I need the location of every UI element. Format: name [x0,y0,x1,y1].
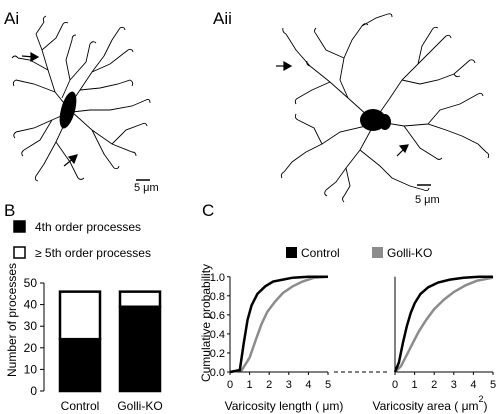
legend-label-golli: Golli-KO [387,246,432,260]
microglia-drawing-aii [280,13,490,203]
legend-swatch-5th [13,246,26,259]
bar-segment [58,290,102,341]
arrow-icon [21,51,40,63]
y-tick-label: 0.8 [210,291,225,303]
x-category-label: Control [61,399,100,413]
x-tick-label: 3 [286,379,292,391]
x-tick-label: 4 [470,379,476,391]
x-tick-label: 1 [412,379,418,391]
y-tick-label: 0.6 [210,310,225,322]
x-category-label: Golli-KO [117,399,162,413]
arrow-icon [63,154,78,167]
cell-body-aii [360,109,386,131]
y-axis-label-b: Number of processes [5,263,19,377]
y-tick-label: 0 [30,384,37,398]
y-tick-label: 50 [24,276,38,290]
legend-swatch-control [286,247,297,258]
x-tick-label: 1 [247,379,253,391]
panel-label-c: C [202,201,214,220]
scale-label-aii: 5 μm [415,194,440,206]
cdf-chart-area: 0 1 2 3 4 5 [334,275,496,391]
x-tick-label: 5 [325,379,331,391]
bar-chart: 0 10 20 30 40 50 Control Golli-KO [24,276,163,413]
cdf-chart-length: 0.0 0.2 0.4 0.6 0.8 1.0 0 1 2 3 4 5 [210,272,331,391]
y-tick-label: 1.0 [210,272,225,284]
x-tick-label: 3 [451,379,457,391]
y-tick-label: 0.2 [210,348,225,360]
series-line [393,275,493,373]
x-tick-label: 2 [431,379,437,391]
x-tick-label: 0 [392,379,398,391]
cell-body-aii-lobe [379,114,391,130]
series-line [394,276,494,373]
cell-body-ai [59,91,77,129]
y-axis-label-c: Cumulative probability [199,264,213,382]
legend-label-4th: 4th order processes [35,220,141,234]
legend-swatch-golli [372,247,383,258]
x-axis-label-area-suffix: ) [484,399,488,413]
y-tick-label: 0.0 [210,367,225,379]
legend-label-5th: ≥ 5th order processes [35,246,151,260]
x-tick-label: 5 [490,379,496,391]
arrow-icon [276,60,293,72]
bar-segment [58,337,102,393]
y-tick-label: 0.4 [210,329,225,341]
legend-swatch-4th [13,220,26,233]
y-tick-label: 20 [24,341,38,355]
x-tick-label: 4 [305,379,311,391]
panel-label-b: B [4,201,15,220]
scale-label-ai: 5 μm [134,182,159,194]
y-tick-label: 10 [24,362,38,376]
series-line [229,275,329,374]
x-axis-label-area-text: Varicosity area ( μm [372,399,478,413]
panel-label-ai: Ai [4,9,19,28]
bar-segment [118,290,162,309]
x-axis-label-area-superscript: 2 [479,394,484,404]
x-tick-label: 0 [227,379,233,391]
y-tick-label: 40 [24,298,38,312]
panel-label-aii: Aii [213,9,232,28]
y-tick-label: 30 [24,319,38,333]
legend-label-control: Control [301,246,340,260]
bar-segment [118,305,162,393]
x-axis-label-length: Varicosity length ( μm) [225,399,344,413]
microglia-drawing-ai [11,15,151,182]
arrow-icon [396,144,409,157]
x-tick-label: 2 [266,379,272,391]
series-line [229,275,328,374]
x-axis-label-area: Varicosity area ( μm2) [372,394,487,413]
